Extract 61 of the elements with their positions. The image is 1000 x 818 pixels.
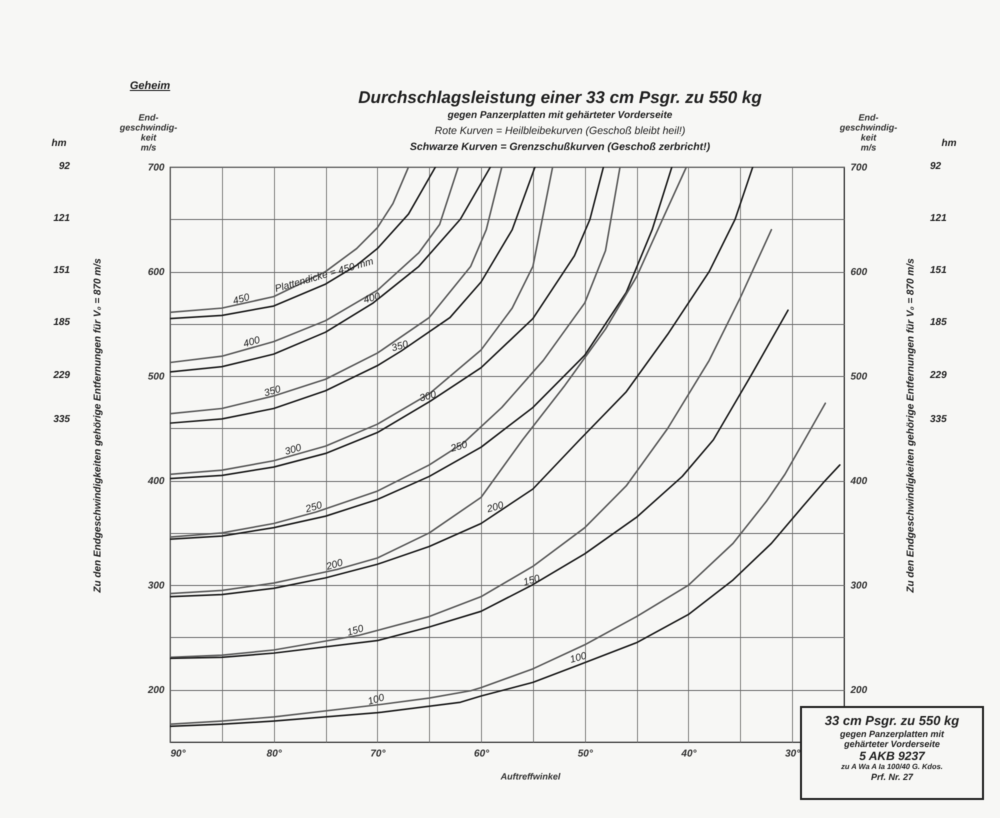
x-tick-label: 70° [370,748,386,760]
annotation: 300 [418,389,438,404]
text: 185 [930,317,948,328]
y2-tick-label: 400 [850,476,868,488]
y2-tick-label: 700 [850,162,868,174]
annotation: 150 [346,623,366,639]
x-axis-title: Auftreffwinkel [500,772,561,782]
annotation: 100 [366,692,386,708]
annotation: 150 [522,573,542,588]
y2-axis-title: End- geschwindig- keit m/s [838,112,898,152]
y-tick-label: 200 [146,685,165,696]
annotation: 350 [262,384,282,400]
line-series [170,402,826,726]
y2-tick-label: 600 [850,267,868,278]
text: Zu den Endgeschwindigkeiten gehörige Entfernungen für V₀ = 870 m/s [906,257,916,595]
text: 335 [930,414,948,425]
text: 229 [930,370,948,381]
y-tick-label: 400 [146,476,165,488]
y-tick-label: 500 [148,372,165,383]
text: 335 [52,414,70,425]
y-tick-label: 300 [148,580,165,592]
y2-tick-label: 500 [850,372,868,383]
text: 229 [52,370,70,381]
annotation: 100 [568,650,588,666]
x-tick-label: 50° [578,748,594,760]
annotation: 200 [484,500,506,516]
annotation: 350 [390,338,410,354]
text: hm [940,138,958,149]
y2-tick-label: 300 [850,580,868,592]
x-tick-label: 60° [474,748,490,760]
y2-tick-label: 200 [850,685,868,696]
x-tick-label: 30° [785,748,802,760]
text: 121 [930,213,948,224]
text: 151 [52,265,70,276]
x-tick-label: 90° [170,748,187,760]
annotation: 450 [232,292,252,308]
text: hm [50,138,68,149]
chart-subtitle: gegen Panzerplatten mit gehärteter Vorderseite [446,110,674,121]
text: Rote Kurven = Heilbleibekurven (Geschoß bleibt heil!) [434,125,686,137]
y-axis-title: End- geschwindig- keit m/s [118,112,178,152]
y-tick-label: 700 [148,162,165,174]
annotation: 250 [448,439,470,455]
x-tick-label: 80° [266,748,283,760]
annotation: 400 [362,290,382,306]
text: 185 [52,317,70,328]
annotation: 250 [303,500,324,516]
annotation: 300 [284,442,304,458]
annotation: 200 [324,557,345,574]
text: 151 [930,265,948,276]
text: 121 [52,213,70,224]
annotation: 33 cm Psgr. zu 550 kg [824,713,960,729]
x-tick-label: 40° [680,748,698,760]
text: Zu den Endgeschwindigkeiten gehörige Entfernungen für V₀ = 870 m/s [92,257,104,595]
chart-title: Durchschlagsleistung einer 33 cm Psgr. zu 550 kg [357,88,763,108]
text: Geheim [128,80,172,92]
y-tick-label: 600 [148,267,165,278]
text: 92 [58,161,70,172]
text: Schwarze Kurven = Grenzschußkurven (Geschoß zerbricht!) [408,141,712,153]
annotation: gegen Panzerplatten mit gehärteter Vorderseite [838,728,946,750]
annotation: 400 [242,334,262,350]
text: 92 [930,161,942,172]
